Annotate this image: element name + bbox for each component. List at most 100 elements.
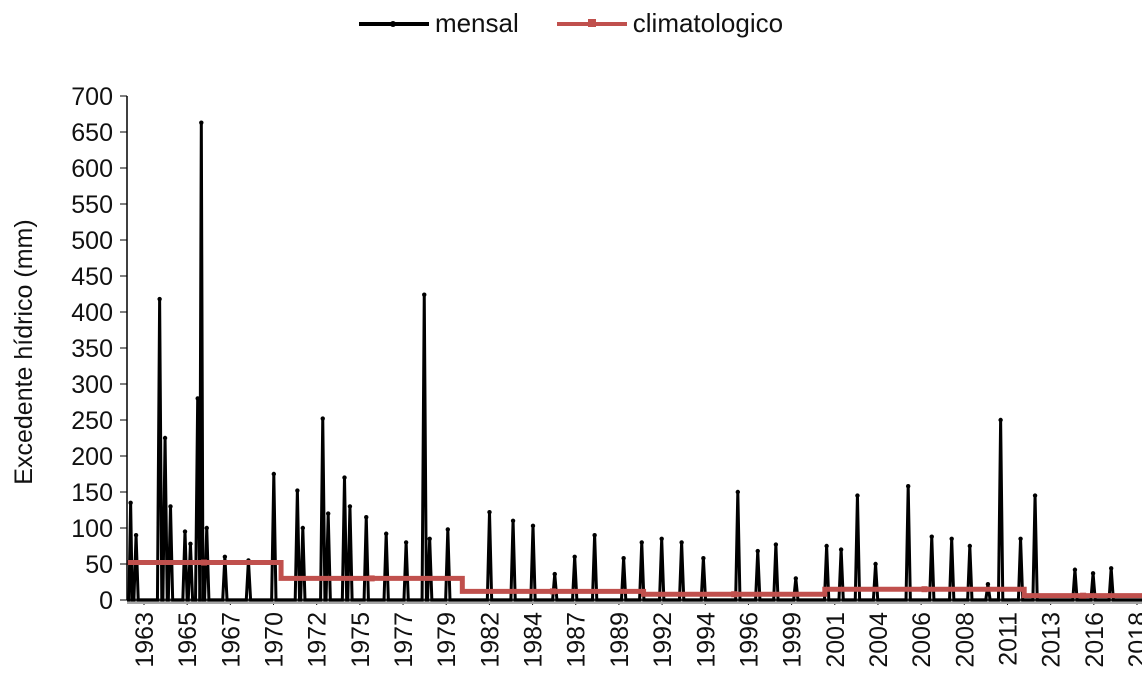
data-point-climatologico	[1080, 592, 1087, 599]
x-tick-label: 1987	[563, 612, 591, 668]
legend-item-mensal[interactable]: mensal	[358, 8, 519, 39]
y-tick-label: 400	[71, 299, 113, 327]
x-tick-label: 1963	[131, 612, 159, 668]
data-point-mensal	[929, 534, 934, 539]
data-point-mensal	[383, 531, 389, 536]
y-axis-title-group: Excedente hídrico (mm)	[10, 219, 38, 484]
legend-label-mensal: mensal	[434, 8, 519, 38]
data-point-mensal	[320, 416, 325, 421]
y-tick-label: 500	[71, 227, 113, 255]
legend-swatch-mensal	[358, 20, 429, 27]
x-tick-label: 1982	[476, 612, 504, 668]
data-point-mensal	[204, 525, 209, 531]
y-axis-ticks: 0 50 100 150 200 250 300 350 400 450 500 550 600 650 7…	[71, 83, 127, 615]
data-point-mensal	[168, 504, 173, 509]
x-tick-label: 2004	[865, 612, 893, 668]
x-tick-label: 1999	[779, 612, 807, 668]
data-point-mensal	[510, 518, 516, 523]
x-tick-label: 1979	[433, 612, 461, 668]
data-point-mensal	[1032, 493, 1038, 498]
y-tick-label: 700	[71, 83, 113, 111]
data-point-climatologico	[368, 575, 375, 582]
data-point-mensal	[364, 515, 369, 520]
x-tick-label: 1965	[174, 612, 202, 668]
data-point-mensal	[679, 540, 684, 545]
axes	[126, 96, 1142, 601]
data-point-mensal	[1108, 566, 1114, 571]
y-tick-label: 600	[71, 155, 113, 183]
data-point-mensal	[793, 576, 799, 581]
data-point-mensal	[445, 527, 451, 532]
x-tick-label: 1984	[520, 612, 548, 668]
data-point-mensal	[427, 536, 432, 541]
data-point-mensal	[1090, 571, 1096, 576]
data-point-climatologico	[731, 591, 738, 598]
data-point-mensal	[271, 471, 277, 477]
data-point-mensal	[967, 543, 973, 549]
legend-swatch-climatologico	[556, 18, 627, 27]
x-tick-label: 1975	[347, 612, 375, 668]
data-point-mensal	[659, 536, 664, 541]
data-point-mensal	[701, 556, 706, 561]
data-point-mensal	[905, 484, 911, 489]
data-point-mensal	[325, 511, 331, 516]
data-point-mensal	[735, 489, 741, 495]
x-tick-label: 2013	[1038, 612, 1066, 668]
y-tick-label: 0	[99, 587, 113, 615]
data-point-mensal	[824, 543, 829, 549]
data-point-mensal	[998, 417, 1003, 423]
data-point-mensal	[403, 540, 409, 545]
y-axis-title: Excedente hídrico (mm)	[10, 219, 38, 484]
plot-area	[127, 120, 1142, 604]
x-tick-label: 1989	[606, 612, 634, 668]
x-tick-label: 2018	[1124, 612, 1142, 668]
data-point-mensal	[621, 556, 626, 561]
data-point-mensal	[855, 493, 860, 498]
x-tick-label: 2016	[1081, 612, 1109, 668]
y-tick-label: 300	[71, 371, 113, 399]
data-point-mensal	[347, 504, 353, 509]
data-point-mensal	[295, 488, 300, 493]
data-point-climatologico	[921, 586, 928, 593]
x-tick-label: 1994	[692, 612, 720, 668]
data-point-climatologico	[549, 588, 556, 595]
y-tick-label: 200	[71, 443, 113, 471]
data-point-mensal	[755, 548, 760, 554]
data-point-mensal	[487, 509, 492, 515]
y-tick-label: 450	[71, 263, 113, 291]
x-tick-label: 2011	[994, 612, 1022, 666]
data-point-mensal	[773, 542, 779, 547]
data-point-mensal	[342, 475, 347, 480]
y-tick-label: 550	[71, 191, 113, 219]
data-point-mensal	[530, 523, 536, 529]
data-point-mensal	[128, 500, 133, 505]
data-point-mensal	[572, 554, 577, 559]
data-point-mensal	[195, 396, 200, 401]
data-point-mensal	[157, 296, 162, 302]
y-tick-label: 350	[71, 335, 113, 363]
x-tick-label: 2001	[822, 612, 850, 668]
data-point-mensal	[422, 292, 427, 297]
y-tick-label: 50	[85, 551, 113, 579]
data-point-mensal	[949, 536, 954, 541]
x-tick-label: 1970	[261, 612, 289, 668]
x-tick-label: 2008	[951, 612, 979, 668]
data-point-mensal	[1018, 536, 1023, 541]
data-point-mensal	[592, 533, 597, 538]
data-point-mensal	[182, 529, 188, 534]
x-axis-ticks: 1963 1965 1967 1970 1972 1975 1977 1979 1982 1984…	[131, 600, 1142, 668]
data-point-mensal	[639, 540, 644, 545]
x-tick-label: 1996	[735, 612, 763, 668]
data-point-mensal	[199, 120, 204, 125]
series-line-mensal	[127, 122, 1142, 602]
data-point-mensal	[162, 435, 168, 441]
x-tick-label: 1977	[390, 612, 418, 668]
data-point-mensal	[222, 554, 228, 559]
series-line-climatologico	[127, 560, 1142, 599]
legend-item-climatologico[interactable]: climatologico	[556, 8, 783, 39]
x-tick-label: 1992	[649, 612, 677, 668]
y-tick-label: 250	[71, 407, 113, 435]
data-point-mensal	[873, 561, 878, 567]
data-point-mensal	[985, 581, 991, 587]
